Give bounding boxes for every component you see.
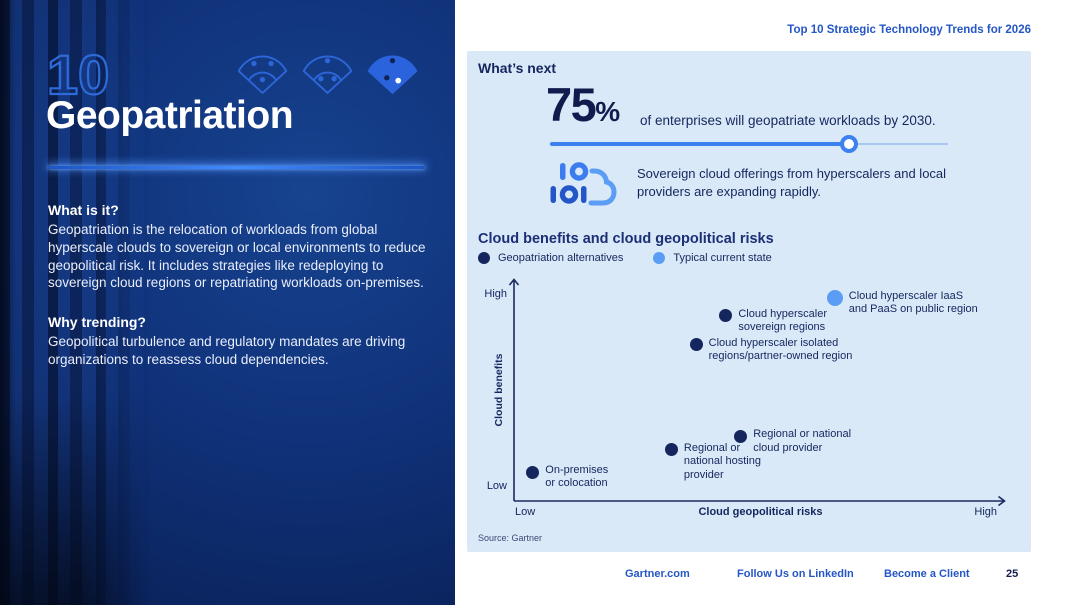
- data-point-iaas-public: [826, 290, 843, 307]
- stat-value: 75%: [546, 81, 620, 128]
- what-is-it-text: Geopatriation is the relocation of workl…: [48, 222, 426, 291]
- fan-dots-icon-outline: [237, 55, 288, 94]
- why-trending-text: Geopolitical turbulence and regulatory m…: [48, 334, 406, 367]
- data-point-label-iaas-public: Cloud hyperscaler IaaS and PaaS on public…: [848, 290, 978, 316]
- data-point-label-regional-cloud: Regional or national cloud provider: [753, 428, 852, 454]
- slider-knob[interactable]: [839, 135, 858, 153]
- svg-text:10: 10: [47, 43, 109, 106]
- report-header: Top 10 Strategic Technology Trends for 2…: [787, 24, 1031, 36]
- callout-text: Sovereign cloud offerings from hyperscal…: [637, 166, 947, 199]
- progress-slider[interactable]: [550, 135, 948, 153]
- fan-dots-icon-filled: [367, 55, 418, 94]
- link-become-client[interactable]: Become a Client: [884, 568, 970, 580]
- whats-next-card: What’s next 75% of enterprises will geop…: [467, 51, 1031, 552]
- data-point-label-sovereign: Cloud hyperscaler sovereign regions: [738, 307, 827, 334]
- page-title: Geopatriation: [46, 94, 294, 137]
- y-axis-label: Cloud benefits: [493, 353, 505, 427]
- data-point-sovereign: [719, 309, 733, 323]
- stat-number: 75: [546, 78, 597, 131]
- link-linkedin[interactable]: Follow Us on LinkedIn: [737, 568, 854, 580]
- legend-dot-current-state: [653, 252, 666, 264]
- plot-axes: [508, 278, 1006, 507]
- scatter-plot: High Low Cloud benefits Low Cloud geopol…: [484, 278, 1010, 518]
- data-point-regional-cloud: [734, 429, 748, 443]
- stat-percent-sign: %: [595, 96, 621, 127]
- chart-legend: Geopatriation alternatives Typical curre…: [478, 252, 772, 264]
- data-point-hosting: [664, 443, 678, 457]
- what-is-it-heading: What is it?: [48, 202, 119, 218]
- data-point-label-isolated: Cloud hyperscaler isolated regions/partne…: [708, 336, 853, 363]
- glow-divider: [48, 166, 425, 169]
- legend-label-alternatives: Geopatriation alternatives: [498, 252, 624, 264]
- data-point-label-hosting: Regional or national hosting provider: [683, 441, 761, 481]
- data-point-onprem: [526, 465, 540, 479]
- y-tick-high: High: [484, 288, 507, 300]
- binary-cloud-icon: [550, 162, 617, 206]
- legend-label-current-state: Typical current state: [673, 252, 772, 264]
- fan-dots-icon-outline: [302, 55, 353, 94]
- chart-title: Cloud benefits and cloud geopolitical ri…: [478, 231, 774, 247]
- legend-dot-alternatives: [478, 252, 490, 264]
- y-tick-low: Low: [486, 480, 507, 492]
- data-point-isolated: [689, 338, 703, 352]
- content-panel: Top 10 Strategic Technology Trends for 2…: [455, 0, 1080, 605]
- page-number: 25: [1006, 568, 1019, 580]
- why-trending-heading: Why trending?: [48, 314, 146, 330]
- x-tick-low: Low: [515, 506, 536, 518]
- x-axis-label: Cloud geopolitical risks: [698, 506, 823, 518]
- trend-intro-panel: 10 Geopatriation What is it?: [0, 0, 455, 605]
- trend-icon-group: [234, 50, 421, 96]
- data-point-label-onprem: On-premises or colocation: [545, 464, 609, 490]
- source-note: Source: Gartner: [478, 533, 543, 543]
- whats-next-heading: What’s next: [478, 60, 557, 76]
- link-gartner-com[interactable]: Gartner.com: [625, 568, 690, 580]
- page-footer: Gartner.com Follow Us on LinkedIn Become…: [455, 568, 1080, 588]
- slider-fill: [550, 142, 849, 146]
- x-tick-high: High: [974, 506, 997, 518]
- stat-description: of enterprises will geopatriate workload…: [640, 113, 936, 128]
- trend-number: 10: [46, 42, 110, 107]
